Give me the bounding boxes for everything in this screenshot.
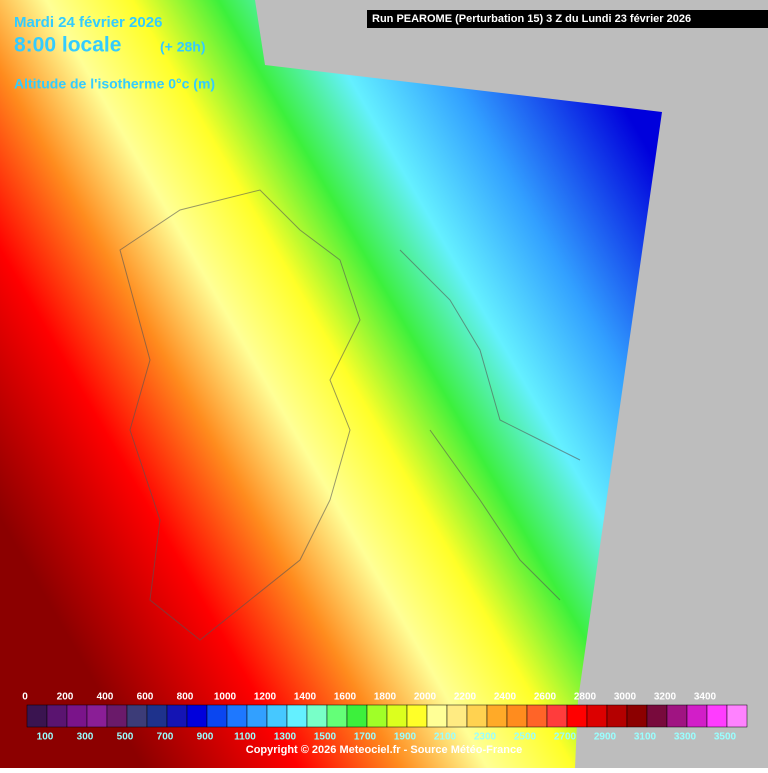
legend-swatch (86, 704, 108, 728)
legend-label: 3500 (714, 732, 737, 743)
date: Mardi 24 février 2026 (14, 14, 162, 31)
legend-label: 500 (117, 732, 134, 743)
legend-swatch (706, 704, 728, 728)
legend-label: 1200 (254, 692, 277, 703)
legend-label: 3400 (694, 692, 717, 703)
legend-swatch (566, 704, 588, 728)
legend-swatch (626, 704, 648, 728)
legend-label: 2400 (494, 692, 517, 703)
legend-swatch (666, 704, 688, 728)
legend-label: 1900 (394, 732, 417, 743)
legend-swatch (186, 704, 208, 728)
legend-swatch (46, 704, 68, 728)
legend-label: 300 (77, 732, 94, 743)
legend-label: 2000 (414, 692, 437, 703)
legend-swatch (466, 704, 488, 728)
legend-label: 1300 (274, 732, 297, 743)
legend-swatch (266, 704, 288, 728)
legend-swatch (406, 704, 428, 728)
legend-label: 2600 (534, 692, 557, 703)
legend-label: 3100 (634, 732, 657, 743)
legend-swatch (146, 704, 168, 728)
legend-swatch (366, 704, 388, 728)
legend-label: 1600 (334, 692, 357, 703)
legend-swatch (206, 704, 228, 728)
border (399, 249, 581, 601)
run-box (367, 10, 768, 28)
legend-swatch (526, 704, 548, 728)
legend-label: 2500 (514, 732, 537, 743)
legend-swatch (326, 704, 348, 728)
legend-label: 400 (97, 692, 114, 703)
legend: 0 100 200 300 400 500 600 700 800 900 1000 1100 1200… (22, 692, 748, 743)
legend-label: 2900 (594, 732, 617, 743)
model-field (0, 0, 662, 768)
legend-swatch (106, 704, 128, 728)
legend-swatch (386, 704, 408, 728)
legend-label: 2100 (434, 732, 457, 743)
legend-label: 3300 (674, 732, 697, 743)
legend-swatch (286, 704, 308, 728)
lead: (+ 28h) (160, 39, 206, 55)
legend-label: 200 (57, 692, 74, 703)
legend-label: 100 (37, 732, 54, 743)
legend-label: 3000 (614, 692, 637, 703)
legend-swatch (726, 704, 748, 728)
legend-swatch (226, 704, 248, 728)
legend-swatch (306, 704, 328, 728)
legend-swatch (506, 704, 528, 728)
legend-label: 2700 (554, 732, 577, 743)
legend-label: 1000 (214, 692, 237, 703)
legend-label: 0 (22, 692, 28, 703)
legend-label: 2800 (574, 692, 597, 703)
legend-swatch (586, 704, 608, 728)
legend-swatch (246, 704, 268, 728)
legend-label: 1700 (354, 732, 377, 743)
legend-label: 900 (197, 732, 214, 743)
legend-swatch (606, 704, 628, 728)
legend-swatch (446, 704, 468, 728)
legend-swatch (26, 704, 48, 728)
legend-label: 1500 (314, 732, 337, 743)
legend-label: 2300 (474, 732, 497, 743)
legend-label: 1800 (374, 692, 397, 703)
border (119, 189, 361, 641)
run: Run PEAROME (Perturbation 15) 3 Z du Lun… (372, 13, 691, 25)
legend-swatch (546, 704, 568, 728)
time: 8:00 locale (14, 34, 121, 57)
legend-swatch (686, 704, 708, 728)
legend-label: 600 (137, 692, 154, 703)
legend-label: 800 (177, 692, 194, 703)
legend-label: 3200 (654, 692, 677, 703)
legend-swatch (486, 704, 508, 728)
copyright: Copyright © 2026 Meteociel.fr - Source M… (246, 744, 522, 756)
legend-label: 2200 (454, 692, 477, 703)
legend-swatch (346, 704, 368, 728)
legend-swatch (66, 704, 88, 728)
legend-label: 700 (157, 732, 174, 743)
legend-swatch (426, 704, 448, 728)
legend-swatch (166, 704, 188, 728)
legend-label: 1400 (294, 692, 317, 703)
parameter: Altitude de l'isotherme 0°c (m) (14, 76, 215, 92)
legend-swatch (646, 704, 668, 728)
legend-label: 1100 (234, 732, 256, 743)
legend-swatch (126, 704, 148, 728)
